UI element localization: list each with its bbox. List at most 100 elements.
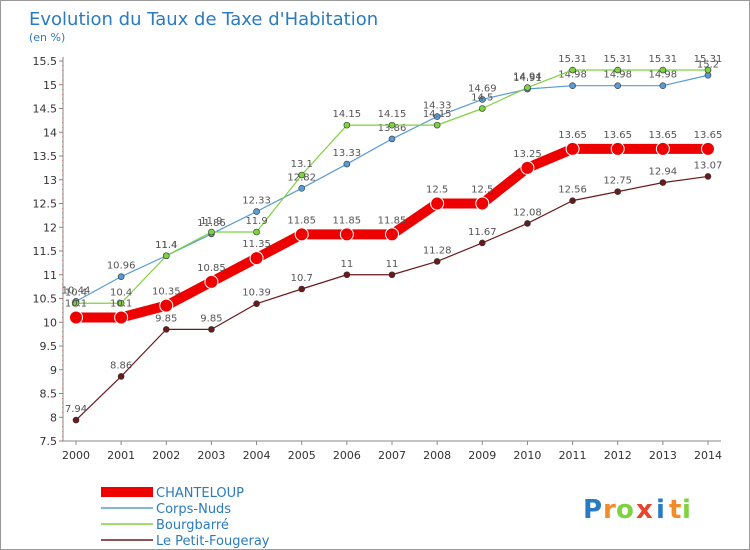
data-label: 13.65 [603,130,632,141]
data-label: 11 [340,259,353,270]
logo-letter: o [616,495,634,525]
legend-label: Le Petit-Fougeray [156,534,270,549]
x-tick-label: 2013 [649,449,677,462]
data-point [433,258,441,265]
y-tick-label: 13 [43,174,57,187]
data-point [204,274,219,289]
y-tick-label: 9.5 [40,340,58,353]
x-tick-label: 2012 [604,449,632,462]
data-label: 14.15 [423,109,452,120]
data-label: 13.07 [694,160,723,171]
data-point [159,298,174,313]
data-point [701,141,715,156]
data-label: 14.5 [471,93,493,104]
data-point [614,66,622,74]
logo-letter: i [682,495,691,525]
data-point [385,227,399,242]
data-point [208,326,215,333]
data-label: 12.5 [471,185,493,196]
x-tick-label: 2001 [107,449,135,462]
data-point [249,251,264,266]
data-point [388,135,396,143]
data-point [162,326,170,333]
data-label: 11.85 [333,215,362,226]
series-chanteloup: 10.1 10.1 10.35 10.85 11.35 11.85 11.85 11.85 12… [65,130,722,325]
y-tick-label: 12 [43,221,57,234]
data-point [343,160,351,168]
legend-label: Bourgbarré [156,518,229,533]
data-label: 14.33 [423,101,452,112]
x-tick-label: 2014 [694,449,722,462]
y-tick-label: 9 [50,364,57,377]
data-point [343,121,351,129]
data-point [565,141,580,156]
data-point [569,82,576,89]
data-label: 10.44 [62,285,91,296]
x-tick-label: 2011 [559,449,587,462]
data-label: 14.98 [649,70,678,81]
data-label: 14.94 [513,72,542,83]
data-label: 12.56 [558,185,587,196]
data-label: 12.5 [426,185,448,196]
data-point [294,227,309,242]
y-tick-label: 13.5 [33,150,58,163]
data-point [610,141,625,156]
data-point [162,252,170,260]
data-point [659,179,667,186]
legend-label: CHANTELOUP [156,486,244,501]
legend-label: Corps-Nuds [156,502,231,517]
data-label: 13.33 [333,148,362,159]
data-point [478,105,486,112]
data-label: 10.4 [65,287,87,298]
y-tick-label: 14.5 [33,103,58,116]
data-label: 10.1 [110,299,132,310]
data-point [524,84,531,91]
data-point [433,121,441,129]
data-label: 10.85 [197,263,226,274]
y-tick-label: 8.5 [40,388,58,401]
series-le-petit-fougeray: 7.94 8.86 9.85 9.85 10.39 10.7 11 11 11.28 11.67 1… [65,160,723,424]
data-label: 10.7 [291,273,313,284]
data-point [655,141,670,156]
data-point [478,239,486,247]
data-point [614,82,622,89]
data-point [117,273,125,280]
data-label: 10.96 [107,261,136,272]
data-label: 10.1 [65,299,87,310]
x-tick-label: 2003 [197,449,225,462]
data-point [298,285,306,293]
data-point [253,300,260,308]
data-label: 10.4 [110,287,132,298]
data-point [388,121,396,129]
data-point [614,188,622,195]
x-tick-label: 2010 [513,449,541,462]
data-point [430,196,445,211]
data-label: 12.75 [603,176,632,187]
data-label: 14.69 [468,83,497,94]
y-tick-label: 11 [43,269,57,282]
data-point [298,185,306,192]
data-point [114,310,129,325]
data-label: 11.86 [197,218,226,229]
data-label: 14.91 [513,73,542,84]
data-point [117,299,125,307]
data-label: 13.25 [513,149,542,160]
data-point [704,66,712,74]
chart-subtitle: (en %) [29,31,65,44]
data-point [524,220,531,227]
data-point [569,197,576,204]
data-label: 11.28 [423,245,452,256]
data-point [117,373,125,380]
data-label: 15.31 [694,54,723,65]
data-point [69,310,83,325]
y-tick-label: 15 [43,79,57,92]
data-label: 15.31 [649,54,678,65]
data-label: 12.94 [649,167,678,178]
data-point [72,299,80,307]
x-tick-label: 2000 [62,449,90,462]
data-point [520,160,535,175]
